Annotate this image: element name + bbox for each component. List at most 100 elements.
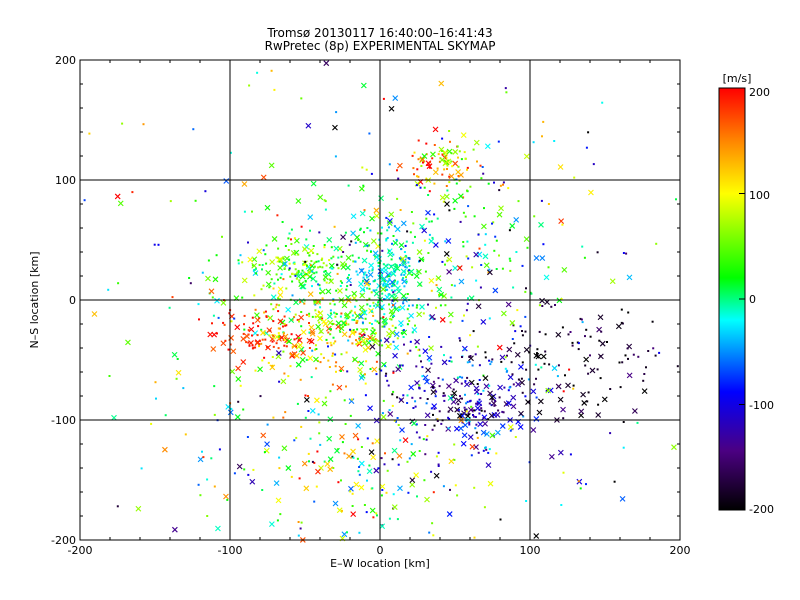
data-point	[297, 521, 300, 523]
data-point	[586, 400, 589, 403]
data-point	[621, 361, 624, 364]
data-point	[524, 395, 527, 398]
data-point	[313, 272, 316, 275]
data-point-x	[379, 523, 386, 530]
data-point	[446, 259, 449, 262]
data-point	[471, 364, 474, 367]
data-point	[458, 150, 461, 153]
data-point-x	[386, 220, 393, 226]
data-point-x	[401, 329, 408, 336]
data-point	[506, 354, 508, 357]
data-point-x	[484, 143, 491, 150]
data-point	[393, 284, 396, 287]
data-point-x	[558, 218, 565, 224]
colorbar-tick-label: -100	[749, 399, 774, 412]
data-point	[376, 514, 378, 517]
data-point-x	[444, 201, 450, 207]
data-point	[388, 336, 391, 338]
data-point	[414, 405, 417, 408]
data-point	[305, 238, 308, 241]
data-point-x	[433, 472, 440, 479]
data-point	[365, 360, 368, 363]
data-point	[484, 243, 487, 246]
data-point	[314, 315, 317, 318]
data-point	[323, 246, 326, 249]
data-point	[169, 200, 172, 203]
data-point	[476, 345, 479, 348]
data-point	[334, 312, 337, 315]
data-point	[199, 494, 202, 497]
data-point-x	[408, 312, 415, 319]
data-point-x	[477, 421, 484, 428]
data-point-x	[513, 217, 520, 223]
data-point	[428, 220, 431, 223]
data-point-x	[419, 223, 425, 230]
data-point	[409, 340, 412, 343]
data-point	[626, 347, 629, 350]
data-point-x	[451, 390, 458, 397]
data-point	[370, 172, 373, 175]
data-point-x	[379, 483, 386, 490]
data-point	[489, 363, 492, 366]
data-point	[528, 351, 531, 354]
data-point-x	[370, 329, 376, 336]
data-point	[548, 363, 551, 366]
data-point	[463, 151, 466, 154]
data-point	[293, 439, 296, 442]
data-point	[620, 308, 623, 311]
data-point	[412, 407, 415, 409]
data-point	[524, 315, 527, 318]
data-point	[412, 222, 415, 225]
data-point	[248, 84, 251, 87]
data-point	[473, 409, 476, 412]
data-point-x	[352, 356, 358, 363]
data-point	[315, 271, 318, 274]
data-point	[618, 361, 621, 364]
data-point	[330, 267, 333, 270]
data-point-x	[380, 286, 387, 293]
data-point	[284, 324, 287, 327]
data-point	[541, 305, 544, 307]
data-point	[383, 463, 386, 466]
data-point	[258, 317, 261, 319]
data-point-x	[467, 406, 474, 413]
data-point-x	[241, 277, 248, 284]
data-point	[251, 344, 254, 347]
data-point	[305, 313, 308, 316]
data-point	[300, 521, 303, 524]
data-point	[396, 282, 399, 285]
data-point	[544, 350, 547, 353]
data-point-x	[337, 288, 343, 294]
data-point	[377, 265, 380, 267]
data-point	[392, 371, 395, 374]
data-point	[495, 268, 498, 270]
data-point	[438, 293, 440, 296]
data-point	[277, 310, 280, 313]
data-point	[534, 363, 537, 366]
data-point	[466, 400, 469, 403]
data-point	[263, 451, 266, 454]
data-point	[358, 332, 361, 335]
data-point	[481, 166, 484, 168]
data-point	[390, 258, 393, 261]
data-point-x	[392, 240, 399, 246]
data-point-x	[111, 414, 117, 421]
data-point-x	[599, 340, 606, 347]
data-point-x	[358, 304, 365, 311]
data-point	[290, 475, 293, 478]
data-point	[373, 328, 376, 331]
data-point	[544, 333, 547, 336]
data-point	[449, 140, 451, 143]
data-point	[272, 320, 275, 323]
data-point	[464, 409, 467, 412]
data-point	[258, 345, 260, 348]
data-point-x	[125, 339, 131, 346]
data-point	[393, 225, 396, 228]
data-point	[469, 382, 472, 385]
data-point	[339, 285, 342, 287]
data-point-x	[509, 223, 516, 229]
data-point	[466, 361, 469, 364]
data-point	[373, 280, 376, 283]
data-point	[340, 312, 343, 315]
